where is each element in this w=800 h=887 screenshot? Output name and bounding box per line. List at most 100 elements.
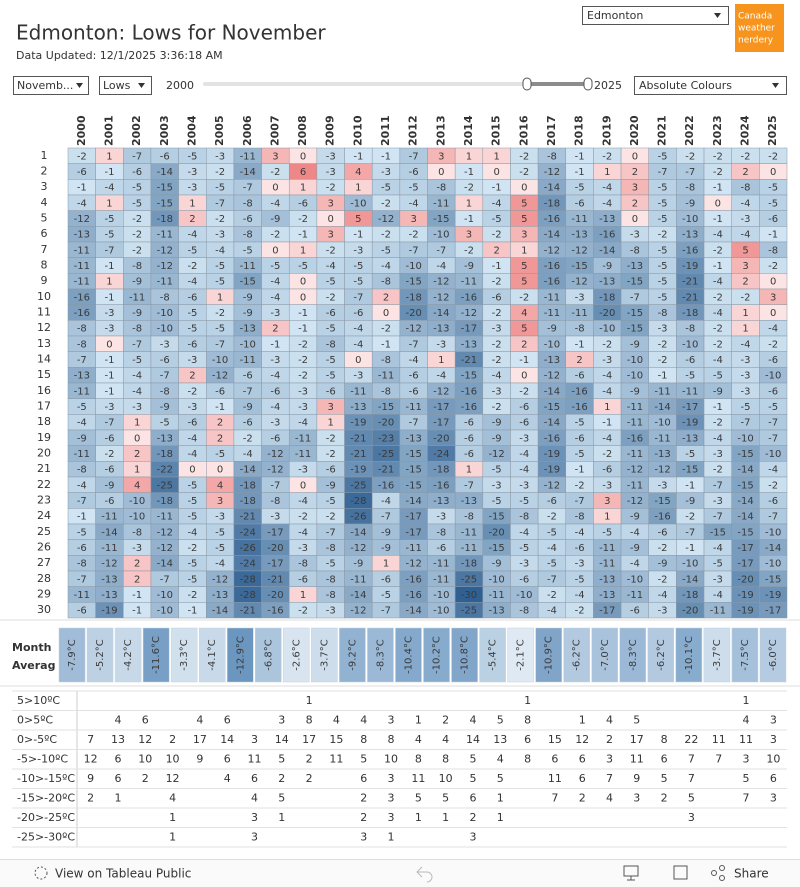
cell-value: 0 (106, 339, 112, 350)
cell-value: -3 (492, 324, 502, 335)
share-icon[interactable] (719, 875, 725, 881)
month-value[interactable]: Novemb... (17, 79, 73, 92)
month-dropdown[interactable] (13, 76, 89, 95)
dropdown-arrow[interactable] (76, 83, 83, 88)
cell-value: 4 (521, 308, 527, 319)
location-value[interactable]: Edmonton (587, 9, 643, 22)
cell-value: -12 (488, 449, 504, 460)
cell-value: -4 (270, 371, 280, 382)
cell-value: -19 (101, 606, 117, 617)
slider-handle[interactable] (583, 77, 593, 91)
cell-value: -11 (433, 559, 449, 570)
cell-value: -18 (157, 496, 173, 507)
cell-value: -6 (547, 496, 557, 507)
count-value: 11 (248, 752, 262, 765)
cell-value: -12 (571, 245, 587, 256)
cell-value: -1 (575, 151, 585, 162)
average-cell (58, 627, 86, 683)
dropdown-arrow[interactable] (772, 83, 779, 88)
cell-value: -9 (492, 418, 502, 429)
cell-value: -3 (215, 230, 225, 241)
cell-value: -6 (602, 465, 612, 476)
share-link[interactable]: Share (734, 867, 769, 881)
cell-value: -8 (436, 183, 446, 194)
cell-value: -4 (353, 324, 363, 335)
cell-value: 1 (106, 151, 112, 162)
average-value: -6.8°C (263, 639, 274, 671)
cell-value: -26 (240, 543, 256, 554)
cell-value: -4 (187, 449, 197, 460)
count-value: 8 (524, 752, 531, 765)
cell-value: -6 (326, 465, 336, 476)
count-row-label: 0>-5ºC (17, 733, 57, 746)
share-icon[interactable] (711, 870, 717, 876)
count-value: 5 (469, 752, 476, 765)
cell-value: -13 (406, 433, 422, 444)
cell-value: -4 (630, 527, 640, 538)
cell-value: -9 (160, 402, 170, 413)
cell-value: -7 (713, 480, 723, 491)
cell-value: -13 (599, 574, 615, 585)
cell-value: -5 (215, 449, 225, 460)
cell-value: -2 (270, 230, 280, 241)
day-label: 16 (37, 384, 51, 397)
cell-value: -9 (132, 308, 142, 319)
cell-value: 0 (770, 308, 776, 319)
count-value: 1 (415, 811, 422, 824)
cell-value: -2 (298, 512, 308, 523)
cell-value: -2 (492, 339, 502, 350)
colour-dropdown[interactable] (634, 76, 787, 95)
day-label: 15 (37, 368, 51, 381)
cell-value: 5 (521, 324, 527, 335)
cell-value: -11 (682, 386, 698, 397)
location-dropdown[interactable] (582, 6, 729, 25)
colour-value[interactable]: Absolute Colours (639, 79, 732, 92)
count-value: 6 (142, 713, 149, 726)
range-end: 2025 (594, 79, 622, 92)
logo[interactable] (735, 4, 784, 52)
cell-value: -12 (544, 371, 560, 382)
cell-value: -9 (658, 559, 668, 570)
tableau-icon[interactable] (34, 866, 48, 880)
cell-value: -28 (240, 590, 256, 601)
cell-value: -8 (77, 559, 87, 570)
cell-value: -2 (768, 261, 778, 272)
day-label: 25 (37, 525, 51, 538)
slider-track[interactable] (203, 82, 589, 86)
cell-value: -3 (187, 167, 197, 178)
cell-value: -7 (685, 167, 695, 178)
dropdown-arrow[interactable] (138, 83, 145, 88)
cell-value: -3 (104, 324, 114, 335)
undo-icon[interactable] (416, 866, 433, 883)
cell-value: -6 (187, 339, 197, 350)
cell-value: -7 (160, 574, 170, 585)
count-value: 10 (384, 752, 398, 765)
cell-value: 5 (742, 245, 748, 256)
count-value: 1 (169, 811, 176, 824)
slider-handle[interactable] (522, 77, 532, 91)
cell-value: -13 (599, 277, 615, 288)
cell-value: -15 (433, 214, 449, 225)
cell-value: -7 (547, 574, 557, 585)
cell-value: -6 (436, 543, 446, 554)
average-cell (198, 627, 226, 683)
cell-value: -6 (77, 167, 87, 178)
cell-value: -4 (77, 480, 87, 491)
count-value: 3 (388, 791, 395, 804)
share-icon[interactable] (719, 865, 725, 871)
measure-dropdown[interactable] (99, 76, 152, 95)
cell-value: 0 (189, 465, 195, 476)
dropdown-arrow[interactable] (714, 13, 721, 18)
cell-value: -11 (654, 386, 670, 397)
cell-value: 1 (300, 245, 306, 256)
cell-value: -3 (381, 167, 391, 178)
count-value: 4 (251, 791, 258, 804)
download-icon[interactable] (623, 865, 639, 881)
measure-value[interactable]: Lows (103, 79, 131, 92)
cell-value: 1 (493, 151, 499, 162)
year-label: 2001 (102, 115, 115, 146)
cell-value: -13 (461, 339, 477, 350)
fullscreen-icon[interactable] (673, 865, 688, 880)
view-link[interactable]: View on Tableau Public (55, 867, 191, 881)
slider-range[interactable] (527, 82, 589, 86)
